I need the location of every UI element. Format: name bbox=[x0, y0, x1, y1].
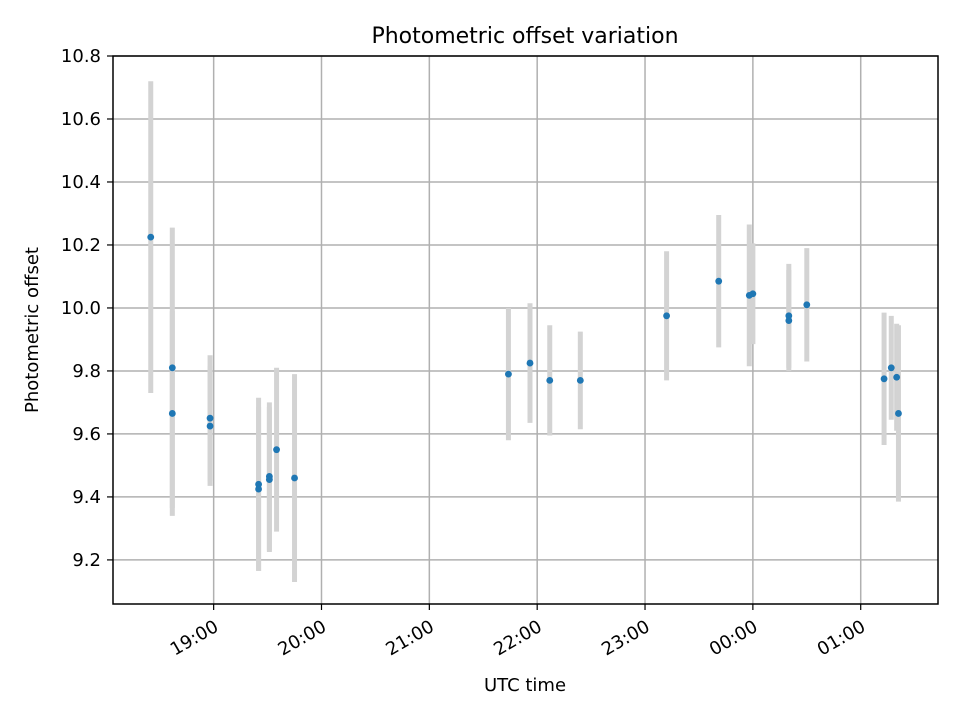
data-point bbox=[546, 376, 554, 384]
data-point bbox=[785, 317, 793, 324]
data-point bbox=[663, 312, 670, 320]
y-axis-label: Photometric offset bbox=[22, 247, 43, 413]
data-point bbox=[526, 359, 534, 367]
data-point bbox=[255, 485, 262, 493]
point-layer bbox=[147, 233, 902, 493]
data-point bbox=[893, 373, 901, 381]
data-point bbox=[880, 375, 888, 383]
y-tick-label: 10.2 bbox=[61, 235, 101, 256]
y-axis-ticks: 9.2 9.4 9.6 9.8 10.0 10.2 10.4 10.6 10.8 bbox=[61, 46, 113, 571]
plot-frame bbox=[112, 55, 939, 605]
x-axis-label: UTC time bbox=[484, 675, 566, 696]
y-tick-label: 10.8 bbox=[61, 46, 101, 67]
data-point bbox=[505, 370, 512, 378]
y-tick-label: 9.2 bbox=[72, 550, 101, 571]
y-tick-label: 10.4 bbox=[61, 172, 101, 193]
data-point bbox=[895, 410, 902, 417]
data-point bbox=[576, 376, 584, 384]
y-tick-label: 10.0 bbox=[61, 298, 101, 319]
data-point bbox=[168, 410, 176, 417]
data-point bbox=[265, 476, 273, 483]
y-tick-label: 9.4 bbox=[72, 487, 101, 508]
data-point bbox=[147, 233, 155, 241]
data-point bbox=[715, 277, 723, 285]
data-point bbox=[803, 301, 811, 309]
data-point bbox=[255, 480, 262, 488]
data-point bbox=[206, 414, 214, 422]
chart-title: Photometric offset variation bbox=[371, 24, 678, 49]
data-point bbox=[749, 290, 757, 298]
data-point bbox=[168, 364, 176, 372]
y-tick-label: 9.8 bbox=[72, 361, 101, 382]
data-point bbox=[273, 446, 280, 454]
y-tick-label: 10.6 bbox=[61, 109, 101, 130]
data-point bbox=[887, 364, 895, 372]
data-point bbox=[785, 312, 793, 320]
grid-layer bbox=[113, 55, 938, 604]
y-tick-label: 9.6 bbox=[72, 424, 101, 445]
data-point bbox=[206, 422, 214, 430]
data-point bbox=[291, 474, 298, 482]
